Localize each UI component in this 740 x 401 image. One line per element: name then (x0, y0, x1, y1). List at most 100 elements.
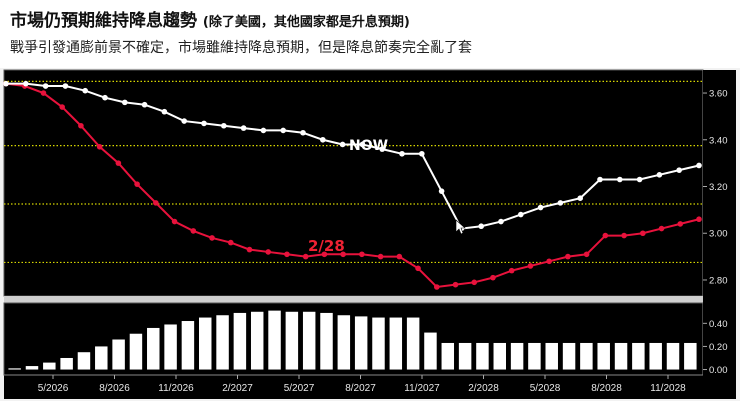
series-point (122, 99, 128, 106)
series-now (3, 80, 702, 232)
series-point (280, 127, 287, 134)
series-point (452, 281, 459, 288)
series-point (508, 267, 515, 274)
series-point (221, 122, 227, 129)
bar (199, 317, 212, 370)
series-point (537, 204, 544, 211)
x-tick-label: 11/2026 (158, 383, 194, 394)
x-tick-label: 2/2027 (222, 383, 253, 394)
series-point (181, 118, 187, 124)
x-tick-label: 11/2027 (404, 383, 440, 394)
bar (77, 352, 91, 370)
bar (285, 311, 299, 370)
bar (562, 342, 576, 370)
series-point (597, 176, 603, 183)
series-point (602, 232, 609, 239)
series-point (340, 251, 346, 258)
y-tick-label: 0.20 (709, 342, 728, 353)
bar (320, 312, 333, 370)
series-point (490, 274, 496, 281)
series-point (62, 83, 69, 89)
y-tick-label: 3.60 (709, 89, 728, 100)
series-line (6, 82, 700, 230)
series-point (583, 251, 590, 258)
bar (614, 342, 628, 370)
bar (233, 312, 247, 370)
series-point (134, 181, 140, 187)
y-tick-label: 2.80 (709, 275, 728, 286)
series-point (478, 223, 485, 230)
series-point (153, 200, 159, 206)
bar (147, 327, 160, 370)
y-axis-band (703, 70, 736, 399)
series-point (415, 265, 421, 272)
series-point (171, 218, 178, 225)
bar (181, 321, 195, 370)
bar (268, 310, 281, 370)
series-point (201, 120, 207, 127)
title-note: (除了美國，其他國家都是升息預期) (202, 15, 410, 30)
bar (337, 315, 351, 370)
series-point (359, 251, 365, 258)
bar (493, 342, 506, 370)
y-tick-label: 0.00 (709, 365, 728, 376)
series-point (621, 232, 627, 239)
x-tick-label: 5/2027 (284, 383, 315, 394)
y-tick-label: 0.40 (709, 319, 728, 330)
bar (528, 342, 541, 370)
series-point (339, 141, 346, 148)
series-point (577, 195, 583, 201)
series-point (115, 160, 122, 166)
series-point (399, 150, 405, 157)
series-point (141, 101, 148, 108)
x-tick-label: 5/2028 (530, 383, 561, 394)
annotation-now: NOW (349, 138, 388, 154)
y-tick-label: 3.00 (709, 229, 728, 240)
x-tick-label: 2/2028 (468, 383, 499, 394)
bar (424, 332, 437, 370)
x-tick-label: 8/2027 (345, 383, 376, 394)
series-point (260, 127, 267, 134)
bar (441, 342, 455, 370)
upper-y-ticks: 3.60 3.40 3.20 3.00 2.80 (703, 89, 728, 286)
series-point (320, 136, 326, 143)
series-point (3, 80, 9, 87)
bar (354, 316, 368, 370)
series-point (518, 211, 524, 218)
annotation-2-28: 2/28 (308, 237, 345, 255)
y-tick-label: 3.40 (709, 135, 728, 146)
page-title: 市場仍預期維持降息趨勢 (除了美國，其他國家都是升息預期) (10, 6, 410, 31)
series-point (300, 129, 306, 136)
series-point (696, 216, 702, 223)
bar (649, 342, 662, 370)
series-point (321, 251, 328, 258)
series-point (102, 94, 108, 101)
bar (250, 311, 264, 370)
bar (302, 311, 316, 370)
series-point (565, 253, 571, 260)
series-point (379, 146, 386, 152)
bar (129, 333, 143, 370)
rate-expectation-chart: 3.60 3.40 3.20 3.00 2.80 0.40 0.20 0.00 5/2026… (3, 69, 736, 399)
series-point (557, 200, 564, 206)
bar (8, 368, 21, 370)
reference-lines (4, 80, 703, 264)
series-point (227, 239, 234, 246)
bar (458, 342, 472, 370)
x-tick-label: 5/2026 (38, 383, 69, 394)
series-point (209, 235, 215, 241)
series-point (656, 172, 663, 178)
series-point (359, 141, 366, 148)
x-axis-band (4, 375, 703, 399)
bar (112, 339, 125, 370)
bar (372, 317, 385, 370)
bar (580, 342, 593, 370)
bar (597, 342, 610, 370)
x-ticks: 5/2026 8/2026 11/2026 2/2027 5/2027 8/2027 11/… (38, 375, 686, 394)
y-tick-label: 3.20 (709, 182, 728, 193)
series-point (696, 162, 702, 169)
series-point (96, 143, 103, 150)
x-tick-label: 8/2026 (99, 383, 130, 394)
cursor-icon (455, 219, 466, 235)
series-point (471, 279, 478, 286)
